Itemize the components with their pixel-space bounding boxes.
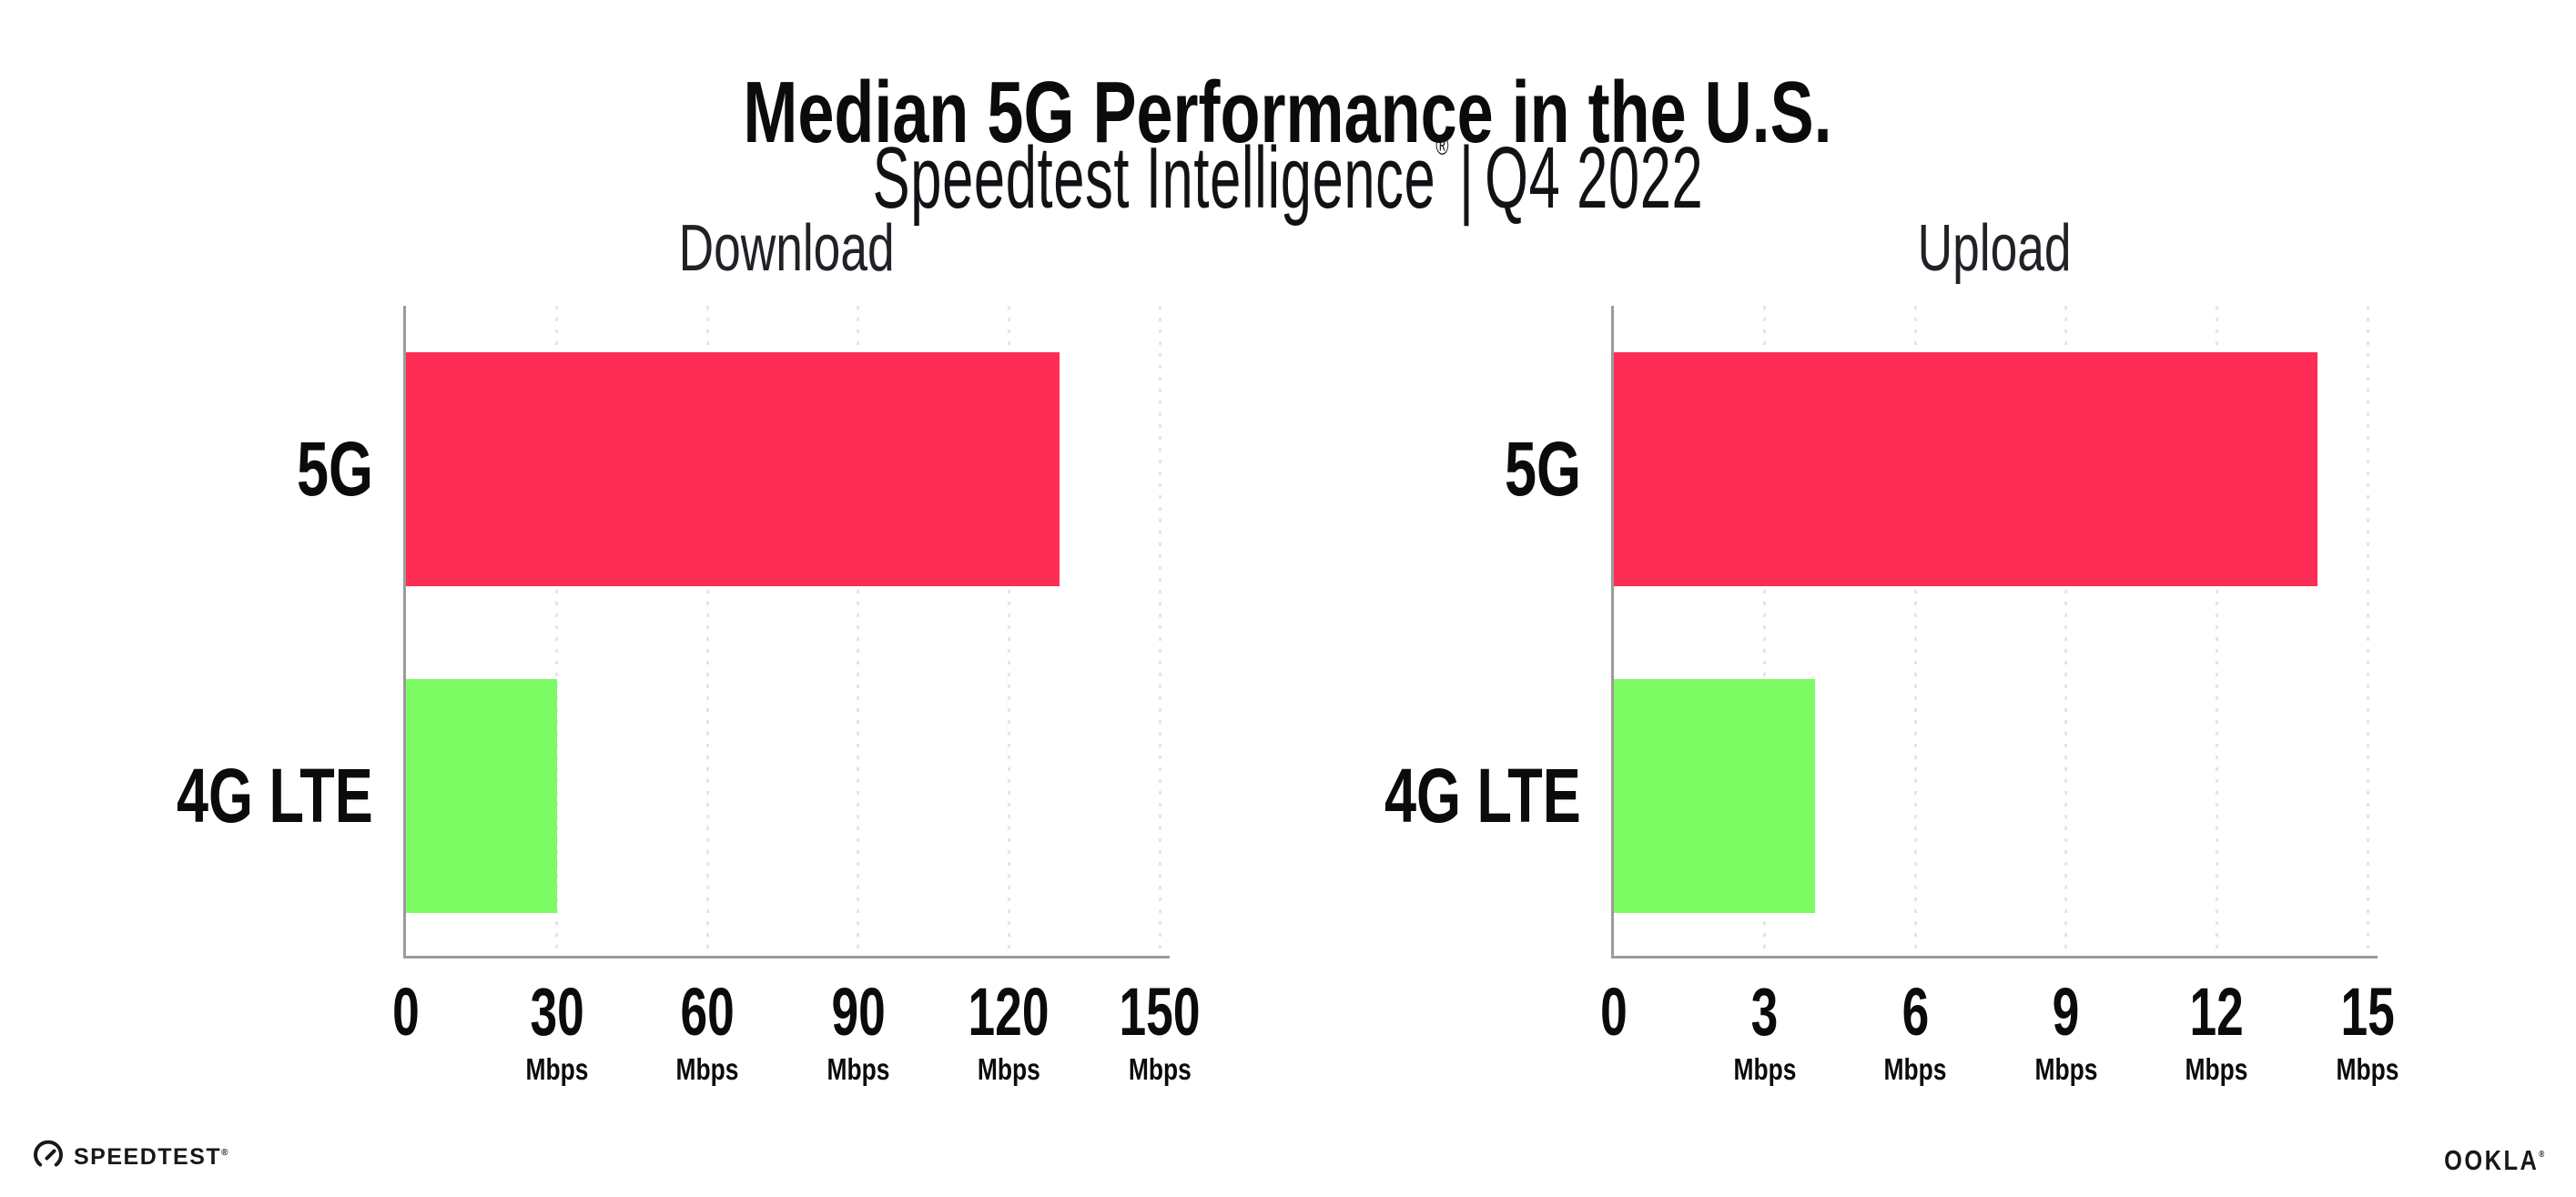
gridline: [1913, 306, 1917, 956]
ookla-logo-text: OOKLA: [2443, 1144, 2539, 1176]
x-tick-label: 12: [2189, 974, 2245, 1050]
x-tick-unit: Mbps: [1733, 1052, 1797, 1086]
gridline: [2215, 306, 2218, 956]
category-label-4g-lte: 4G LTE: [177, 753, 373, 838]
ookla-logo: OOKLA®: [2422, 1140, 2544, 1176]
category-label-5g: 5G: [296, 426, 373, 512]
bar-5g: [406, 352, 1060, 586]
x-tick-unit: Mbps: [675, 1052, 739, 1086]
x-tick: 60 Mbps: [668, 979, 746, 1086]
x-tick-label: 3: [1750, 974, 1779, 1050]
y-axis-line: [1611, 306, 1614, 959]
speedtest-logo: SPEEDTEST®: [32, 1137, 228, 1173]
x-tick: 150 Mbps: [1103, 979, 1215, 1086]
x-tick: 12 Mbps: [2177, 979, 2256, 1086]
subtitle-period: Q4 2022: [1485, 129, 1704, 227]
x-tick-unit: Mbps: [1883, 1052, 1947, 1086]
x-tick: 90 Mbps: [819, 979, 898, 1086]
category-label-4g-lte: 4G LTE: [1384, 753, 1581, 838]
ookla-registered-mark: ®: [2538, 1150, 2544, 1160]
category-label-5g: 5G: [1504, 426, 1581, 512]
x-tick-unit: Mbps: [525, 1052, 589, 1086]
x-tick-label: 90: [831, 974, 886, 1050]
x-tick-label: 0: [1600, 974, 1628, 1050]
gridline: [1158, 306, 1161, 956]
x-tick-label: 15: [2340, 974, 2395, 1050]
bar-4g-lte: [1614, 679, 1815, 913]
gridline: [555, 306, 559, 956]
gridline: [1007, 306, 1010, 956]
chart-title: Download: [678, 212, 895, 285]
x-tick-unit: Mbps: [977, 1052, 1040, 1086]
page-title: Median 5G Performance in the U.S.: [743, 64, 1833, 162]
gridline: [1763, 306, 1767, 956]
x-tick-unit: Mbps: [2034, 1052, 2098, 1086]
speedtest-gauge-icon: [34, 1140, 63, 1167]
subtitle-brand: Speedtest Intelligence: [872, 129, 1436, 227]
gridline: [2366, 306, 2369, 956]
x-axis-line: [403, 956, 1170, 959]
speedtest-logo-text: SPEEDTEST®: [74, 1144, 228, 1170]
plot-area: 0 30 Mbps 60 Mbps 90 Mbps 120 Mbps 150 Mbps 5G 4G LT…: [177, 306, 1200, 1086]
registered-mark: ®: [1435, 131, 1449, 161]
gridline: [857, 306, 860, 956]
bar-5g: [1614, 352, 2317, 586]
x-tick: 0: [387, 979, 424, 1046]
x-tick: 15 Mbps: [2328, 979, 2407, 1086]
x-tick: 30 Mbps: [518, 979, 596, 1086]
bar-4g-lte: [406, 679, 557, 913]
subtitle: Speedtest Intelligence® | Q4 2022: [0, 93, 2576, 232]
x-tick: 6 Mbps: [1876, 979, 1954, 1086]
x-axis-line: [1611, 956, 2378, 959]
x-tick: 9 Mbps: [2027, 979, 2105, 1086]
x-tick-unit: Mbps: [1128, 1052, 1192, 1086]
x-tick-unit: Mbps: [827, 1052, 890, 1086]
x-tick-unit: Mbps: [2336, 1052, 2399, 1086]
plot-area: 0 3 Mbps 6 Mbps 9 Mbps 12 Mbps 15 Mbps 5G 4G LTE: [1384, 306, 2399, 1086]
x-tick-label: 0: [392, 974, 420, 1050]
x-tick: 3 Mbps: [1726, 979, 1804, 1086]
gridline: [2064, 306, 2068, 956]
x-tick-label: 150: [1119, 974, 1201, 1050]
y-axis-line: [403, 306, 406, 959]
speedtest-registered-mark: ®: [221, 1148, 228, 1158]
x-tick-unit: Mbps: [2185, 1052, 2248, 1086]
x-tick-label: 30: [529, 974, 584, 1050]
x-tick-label: 60: [680, 974, 735, 1050]
x-tick-label: 9: [2052, 974, 2080, 1050]
chart-title: Upload: [1917, 212, 2072, 285]
gridline: [705, 306, 709, 956]
x-tick-label: 120: [968, 974, 1050, 1050]
x-tick: 120 Mbps: [953, 979, 1065, 1086]
x-tick-label: 6: [1902, 974, 1929, 1050]
subtitle-separator: |: [1459, 129, 1475, 227]
x-tick: 0: [1595, 979, 1632, 1046]
